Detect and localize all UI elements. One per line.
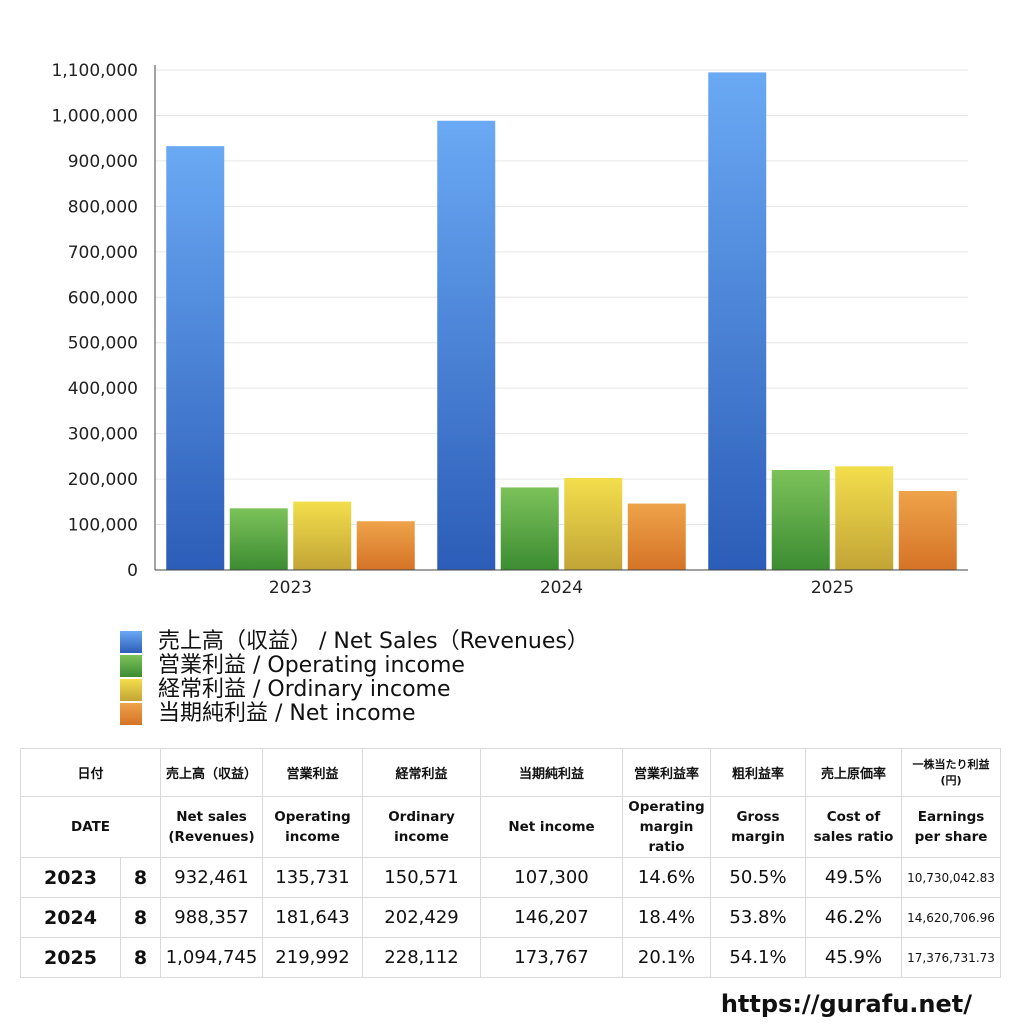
legend-swatch-net-sales: [120, 631, 142, 653]
financial-table: 日付 売上高（収益） 営業利益 経常利益 当期純利益 営業利益率 粗利益率 売上…: [19, 748, 1002, 978]
month-cell: 8: [119, 857, 162, 898]
y-tick-label: 1,000,000: [51, 106, 138, 126]
operating-income-cell: 181,643: [262, 897, 364, 938]
legend-swatch-net-income: [120, 703, 142, 725]
y-tick-label: 100,000: [68, 516, 138, 536]
bar-4-2025: [898, 491, 957, 570]
table-header-en-row: DATE Net sales (Revenues) Operating inco…: [19, 796, 1002, 858]
operating-income-cell: 135,731: [262, 857, 364, 898]
gross-margin-cell: 50.5%: [710, 857, 807, 898]
header-eps-en: Earnings per share: [901, 796, 1002, 858]
legend-item-net-sales: 売上高（収益） / Net Sales（Revenues）: [120, 630, 680, 654]
bar-2-2023: [229, 508, 288, 570]
operating-income-cell: 219,992: [262, 937, 364, 978]
net-sales-cell: 932,461: [160, 857, 264, 898]
y-tick-label: 1,100,000: [51, 61, 138, 81]
header-gross-margin-en: Gross margin: [710, 796, 807, 858]
y-tick-label: 600,000: [68, 288, 138, 308]
legend-item-operating-income: 営業利益 / Operating income: [120, 654, 680, 678]
header-op-margin-en: Operating margin ratio: [622, 796, 712, 858]
year-cell: 2023: [20, 857, 121, 898]
legend-swatch-ordinary-income: [120, 679, 142, 701]
bar-1-2025: [708, 72, 767, 570]
net-income-cell: 173,767: [480, 937, 624, 978]
header-gross-margin-jp: 粗利益率: [710, 748, 807, 797]
bar-1-2023: [166, 146, 225, 570]
month-cell: 8: [119, 937, 162, 978]
header-net-income-en: Net income: [480, 796, 624, 858]
y-tick-label: 900,000: [68, 152, 138, 172]
legend-label-net-income: 当期純利益 / Net income: [158, 701, 416, 726]
x-tick-label: 2025: [811, 578, 854, 598]
header-cost-ratio-en: Cost of sales ratio: [805, 796, 903, 858]
legend-swatch-operating-income: [120, 655, 142, 677]
net-income-cell: 146,207: [480, 897, 624, 938]
gross-margin-cell: 54.1%: [710, 937, 807, 978]
header-date-jp: 日付: [19, 748, 162, 797]
gross-margin-cell: 53.8%: [710, 897, 807, 938]
y-tick-label: 400,000: [68, 379, 138, 399]
y-tick-label: 700,000: [68, 243, 138, 263]
bar-1-2024: [437, 120, 496, 570]
eps-cell: 14,620,706.96: [901, 897, 1002, 938]
legend: 売上高（収益） / Net Sales（Revenues） 営業利益 / Ope…: [120, 630, 680, 726]
op-margin-cell: 18.4%: [622, 897, 712, 938]
x-tick-label: 2024: [540, 578, 583, 598]
month-cell: 8: [119, 897, 162, 938]
eps-cell: 17,376,731.73: [901, 937, 1002, 978]
bar-2-2025: [771, 470, 830, 570]
header-net-income-jp: 当期純利益: [480, 748, 624, 797]
header-eps-jp: 一株当たり利益 (円): [901, 748, 1002, 797]
y-tick-label: 300,000: [68, 425, 138, 445]
net-sales-cell: 988,357: [160, 897, 264, 938]
ordinary-income-cell: 150,571: [362, 857, 482, 898]
header-net-sales-jp: 売上高（収益）: [160, 748, 264, 797]
y-tick-label: 500,000: [68, 334, 138, 354]
header-ordinary-income-en: Ordinary income: [362, 796, 482, 858]
y-tick-label: 0: [127, 561, 138, 581]
year-cell: 2025: [20, 937, 121, 978]
bar-4-2024: [627, 503, 686, 570]
header-date-en: DATE: [19, 796, 162, 858]
legend-label-net-sales: 売上高（収益） / Net Sales（Revenues）: [158, 629, 589, 654]
cost-ratio-cell: 45.9%: [805, 937, 903, 978]
year-cell: 2024: [20, 897, 121, 938]
legend-label-ordinary-income: 経常利益 / Ordinary income: [158, 677, 451, 702]
x-tick-label: 2023: [269, 578, 312, 598]
table-row: 2023 8 932,461 135,731 150,571 107,300 1…: [20, 857, 1002, 898]
ordinary-income-cell: 202,429: [362, 897, 482, 938]
ordinary-income-cell: 228,112: [362, 937, 482, 978]
chart-svg: 0 100,000 200,000 300,000 400,000 500,000 600,…: [51, 61, 968, 598]
bar-3-2024: [564, 477, 623, 570]
eps-cell: 10,730,042.83: [901, 857, 1002, 898]
table-row: 2024 8 988,357 181,643 202,429 146,207 1…: [20, 897, 1002, 938]
y-tick-label: 200,000: [68, 470, 138, 490]
op-margin-cell: 14.6%: [622, 857, 712, 898]
header-op-margin-jp: 営業利益率: [622, 748, 712, 797]
net-sales-cell: 1,094,745: [160, 937, 264, 978]
legend-item-ordinary-income: 経常利益 / Ordinary income: [120, 678, 680, 702]
net-income-cell: 107,300: [480, 857, 624, 898]
header-operating-income-en: Operating income: [262, 796, 364, 858]
cost-ratio-cell: 49.5%: [805, 857, 903, 898]
bar-3-2023: [293, 501, 352, 570]
table-row: 2025 8 1,094,745 219,992 228,112 173,767…: [20, 937, 1002, 978]
cost-ratio-cell: 46.2%: [805, 897, 903, 938]
bar-3-2025: [835, 466, 894, 570]
header-cost-ratio-jp: 売上原価率: [805, 748, 903, 797]
header-operating-income-jp: 営業利益: [262, 748, 364, 797]
bar-chart: 0 100,000 200,000 300,000 400,000 500,000 600,…: [51, 61, 968, 598]
header-net-sales-en: Net sales (Revenues): [160, 796, 264, 858]
table-header-jp-row: 日付 売上高（収益） 営業利益 経常利益 当期純利益 営業利益率 粗利益率 売上…: [19, 748, 1002, 797]
legend-item-net-income: 当期純利益 / Net income: [120, 702, 680, 726]
bar-4-2023: [356, 521, 415, 570]
header-ordinary-income-jp: 経常利益: [362, 748, 482, 797]
y-tick-label: 800,000: [68, 197, 138, 217]
op-margin-cell: 20.1%: [622, 937, 712, 978]
bar-2-2024: [500, 487, 559, 570]
site-url[interactable]: https://gurafu.net/: [720, 990, 972, 1018]
legend-label-operating-income: 営業利益 / Operating income: [158, 653, 465, 678]
